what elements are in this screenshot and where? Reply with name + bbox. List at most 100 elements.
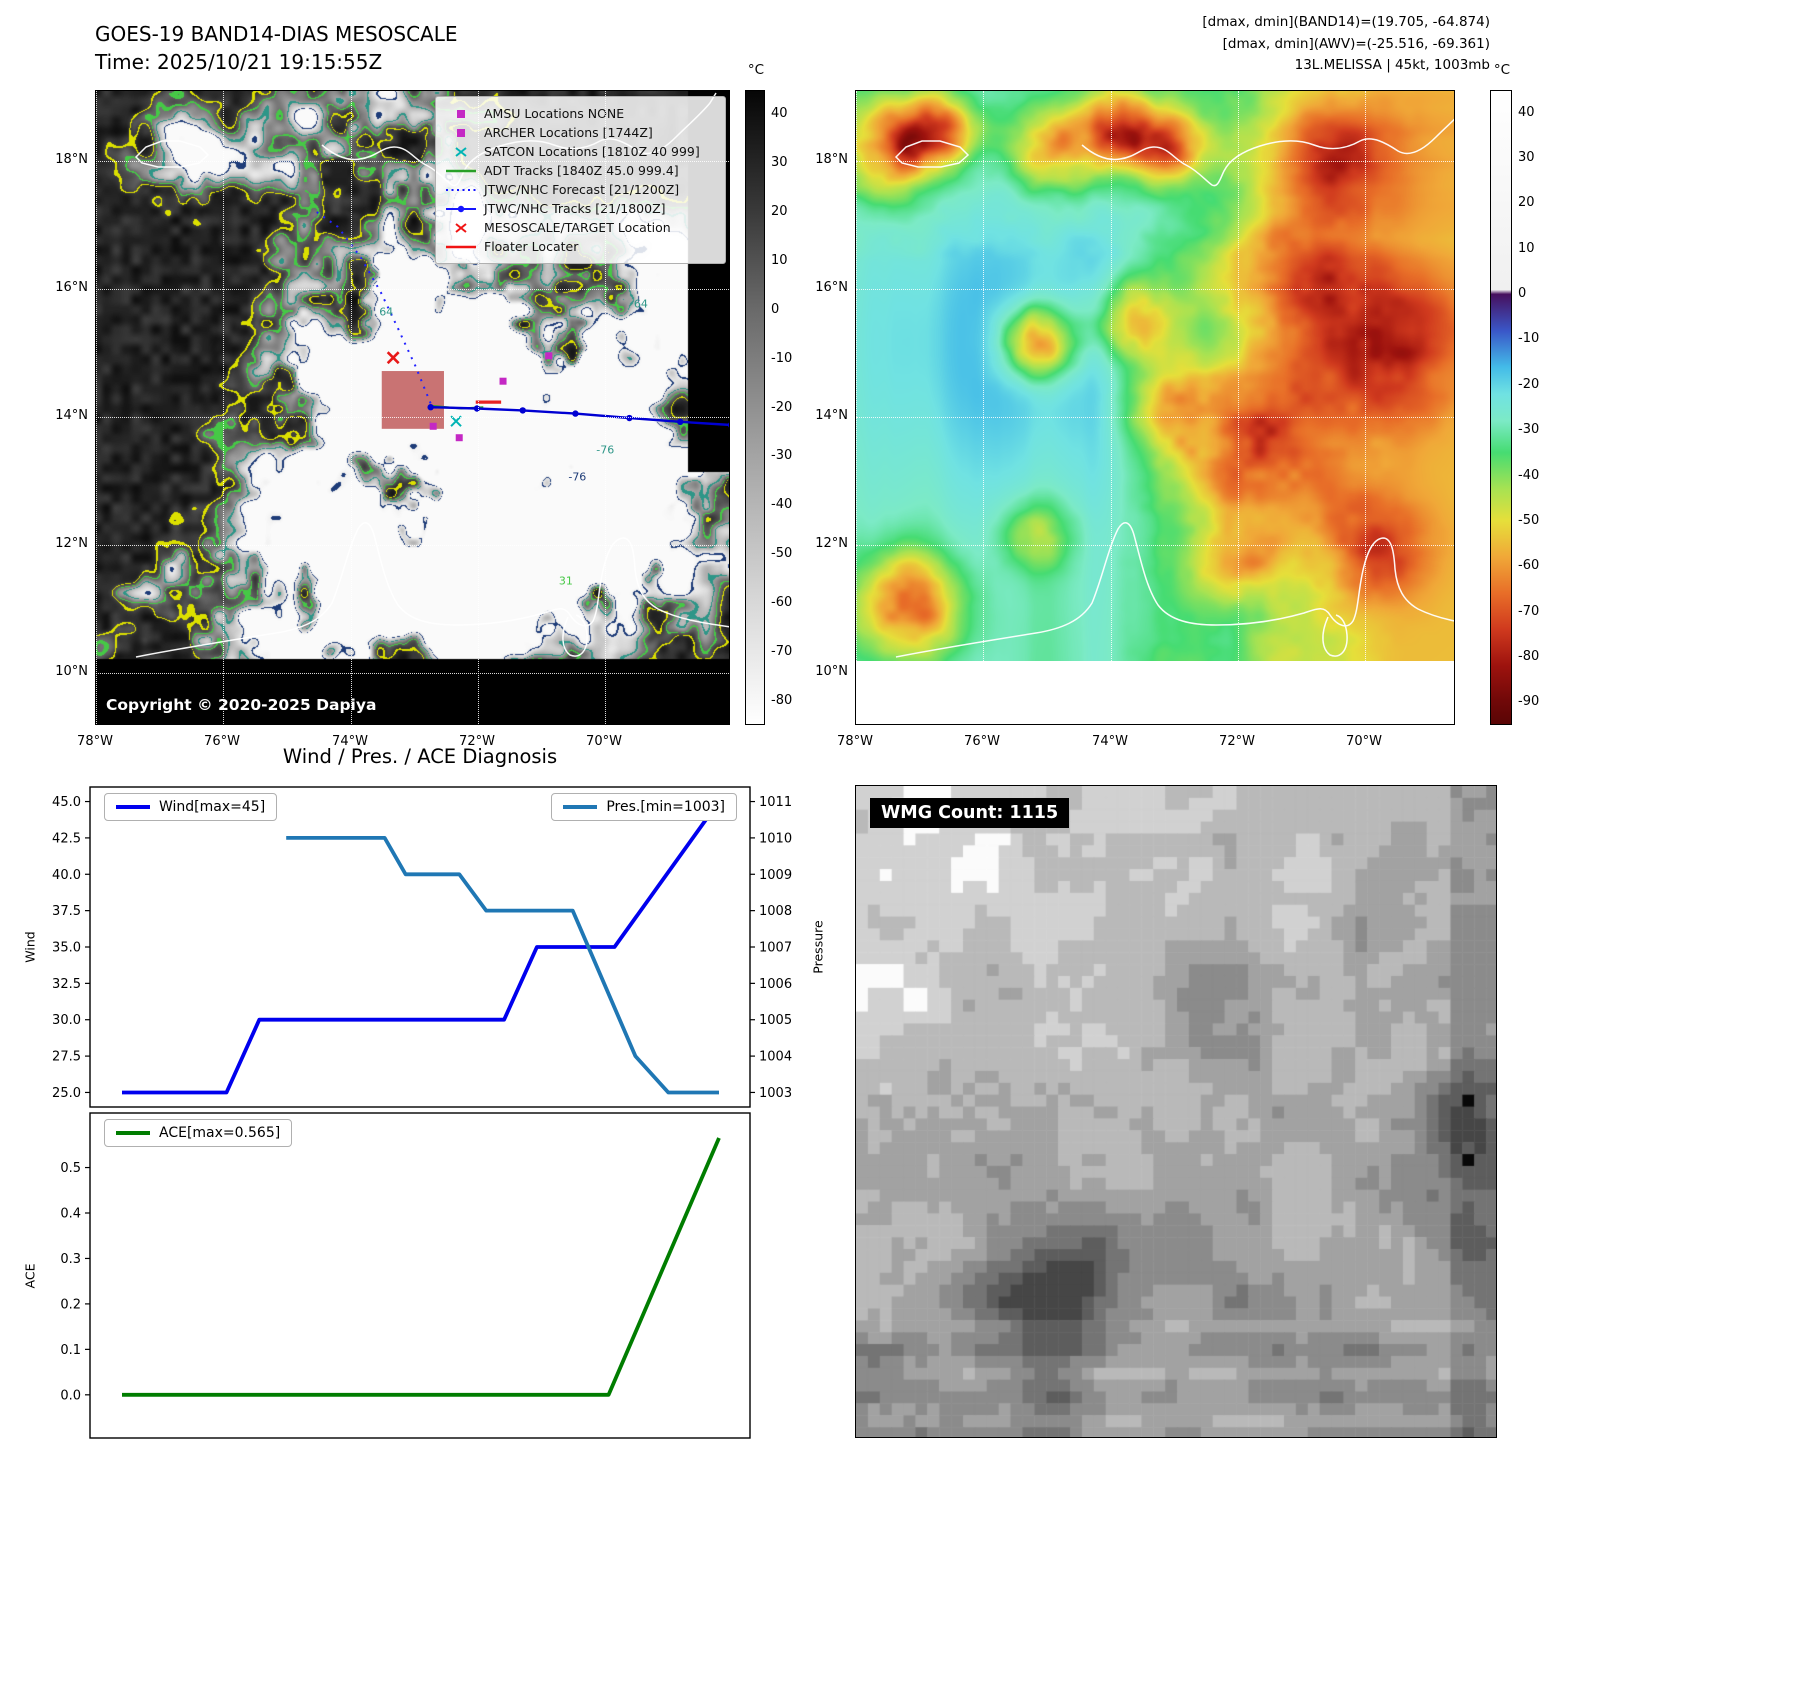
- gridline: [96, 161, 729, 162]
- wind-pressure-chart: 45.0 42.5 40.0 37.5 35.0 32.5 30.0 27.5 25.0 1011…: [52, 786, 792, 1108]
- gridline: [605, 91, 606, 724]
- series-line: [122, 1137, 721, 1397]
- lon-tick-label: 74°W: [332, 734, 368, 749]
- lat-tick-label: 12°N: [815, 536, 848, 551]
- y-tick-label: 32.5: [52, 977, 81, 992]
- y-tick-label: 0.5: [60, 1161, 81, 1176]
- map-legend-label: ADT Tracks [1840Z 45.0 999.4]: [484, 163, 679, 178]
- y-tick-label: 40.0: [52, 868, 81, 883]
- colorbar-tick-label: 0: [771, 301, 780, 317]
- map-legend-item: SATCON Locations [1810Z 40 999]: [444, 142, 717, 161]
- gridline: [223, 91, 224, 724]
- x-marker-icon: [455, 146, 467, 157]
- y-tick-label: 0.2: [60, 1297, 81, 1312]
- archer-location-marker: [499, 377, 507, 385]
- square-marker-icon: [457, 128, 465, 137]
- gridline: [856, 673, 1454, 674]
- lat-tick-label: 10°N: [815, 664, 848, 679]
- lat-tick-label: 12°N: [55, 536, 88, 551]
- colorbar-tick-label: -20: [1518, 376, 1540, 392]
- lon-tick-label: 78°W: [837, 734, 873, 749]
- y-tick-label: 30.0: [52, 1013, 81, 1028]
- map-legend-item: MESOSCALE/TARGET Location: [444, 218, 717, 237]
- y-tick-label: 0.0: [60, 1388, 81, 1403]
- coastline: [135, 522, 729, 658]
- coastline: [894, 140, 970, 168]
- track-point: [519, 407, 526, 414]
- y-tick-label-right: 1009: [759, 868, 792, 883]
- map-legend-label: JTWC/NHC Forecast [21/1200Z]: [484, 182, 680, 197]
- y-tick-label-right: 1008: [759, 904, 792, 919]
- lon-tick-label: 76°W: [204, 734, 240, 749]
- colorbar-tick-label: -80: [1518, 648, 1540, 664]
- lon-tick-label: 78°W: [77, 734, 113, 749]
- track-point: [727, 422, 729, 428]
- colorbar-tick-label: -60: [1518, 558, 1540, 574]
- square-marker-icon: [457, 109, 465, 118]
- ace-chart: 0.5 0.4 0.3 0.2 0.1 0.0: [60, 1112, 751, 1439]
- track-point: [572, 410, 579, 417]
- contour-label: -76: [568, 470, 587, 484]
- wmg-image-panel: WMG Count: 1115: [855, 785, 1497, 1438]
- coastline: [1322, 614, 1348, 657]
- colorbar-tick-label: -40: [771, 497, 793, 513]
- chart-legend: ACE[max=0.565]: [104, 1119, 293, 1147]
- colorbar-tick-label: 20: [1518, 195, 1535, 211]
- band14-colorbar-unit: °C: [747, 62, 765, 78]
- y-tick-label: 45.0: [52, 795, 81, 810]
- lat-tick-label: 14°N: [815, 408, 848, 423]
- wind-axis-label: Wind: [22, 931, 38, 963]
- gridline: [856, 545, 1454, 546]
- colorbar-tick-label: 20: [771, 204, 788, 220]
- y-tick-label: 0.1: [60, 1343, 81, 1358]
- colorbar-tick-label: -40: [1518, 467, 1540, 483]
- gridline: [983, 91, 984, 661]
- lat-tick-label: 16°N: [815, 280, 848, 295]
- wmg-count-badge: WMG Count: 1115: [870, 798, 1070, 828]
- colorbar-tick-label: -90: [1518, 694, 1540, 710]
- diagnosis-title: Wind / Pres. / ACE Diagnosis: [282, 745, 558, 768]
- contour-label: 64: [633, 297, 648, 311]
- track-point: [427, 404, 434, 411]
- storm-id-line: 13L.MELISSA | 45kt, 1003mb: [1294, 57, 1490, 73]
- awv-map-overlay: [894, 118, 1454, 658]
- colorbar-tick-label: -10: [771, 350, 793, 366]
- colorbar-tick-label: -50: [1518, 512, 1540, 528]
- dotted-line-marker-icon: [446, 188, 476, 191]
- track-point: [626, 414, 633, 422]
- gridline: [96, 417, 729, 418]
- legend-x: [455, 222, 467, 233]
- lat-tick-label: 10°N: [55, 664, 88, 679]
- colorbar-tick-label: -70: [771, 643, 793, 659]
- y-tick-label: 42.5: [52, 831, 81, 846]
- map-legend-item: ARCHER Locations [1744Z]: [444, 123, 717, 142]
- band14-map-panel: AMSU Locations NONE ARCHER Locations [174…: [95, 90, 730, 725]
- lon-tick-label: 72°W: [459, 734, 495, 749]
- awv-colorbar: [1490, 90, 1512, 725]
- coastline: [895, 522, 1454, 658]
- legend-text: ACE[max=0.565]: [159, 1125, 281, 1141]
- gridline: [96, 673, 729, 674]
- colorbar-tick-label: -70: [1518, 603, 1540, 619]
- coastline: [562, 614, 588, 657]
- copyright-text: Copyright © 2020-2025 Dapiya: [106, 696, 377, 714]
- y-tick-label: 37.5: [52, 904, 81, 919]
- gridline: [1238, 91, 1239, 661]
- awv-color-image: [856, 91, 1454, 661]
- gridline: [478, 91, 479, 724]
- y-tick-label-right: 1007: [759, 941, 792, 956]
- colorbar-tick-label: -50: [771, 546, 793, 562]
- gridline: [96, 91, 97, 724]
- legend-line-sample: [563, 805, 598, 809]
- gridline: [856, 161, 1454, 162]
- colorbar-tick-label: -20: [771, 399, 793, 415]
- colorbar-tick-label: 40: [771, 106, 788, 122]
- stats-line-band14: [dmax, dmin](BAND14)=(19.705, -64.874): [1202, 14, 1490, 30]
- lat-tick-label: 14°N: [55, 408, 88, 423]
- lon-tick-label: 72°W: [1219, 734, 1255, 749]
- map-legend-item: Floater Locater: [444, 237, 717, 256]
- chart-legend: Wind[max=45]: [104, 793, 278, 821]
- axes-box: [89, 786, 751, 1108]
- ace-axis-label: ACE: [22, 1263, 38, 1289]
